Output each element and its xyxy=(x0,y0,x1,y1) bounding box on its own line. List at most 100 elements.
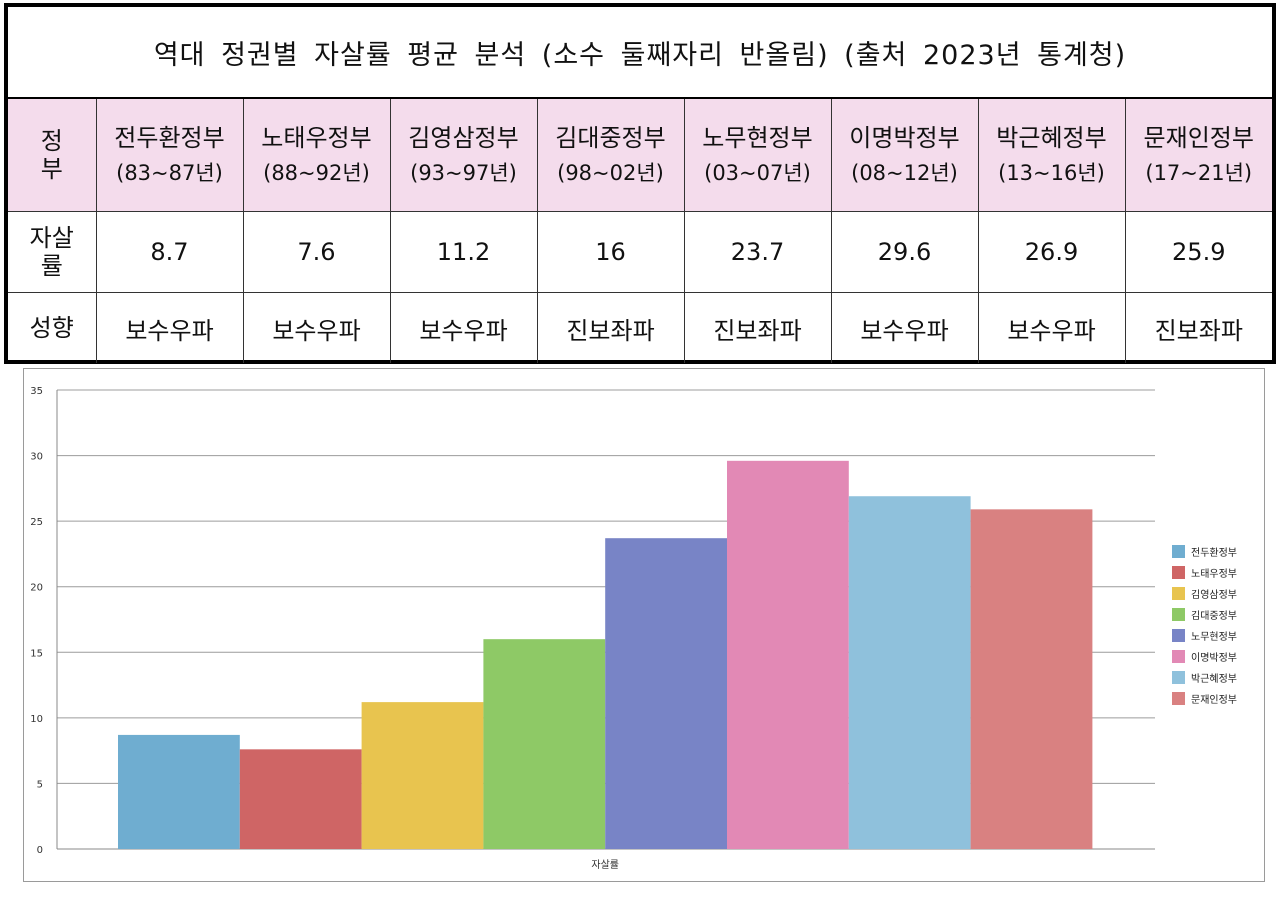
government-cell: 김대중정부 (98~02년) xyxy=(536,99,685,212)
legend-label: 김대중정부 xyxy=(1191,611,1237,622)
government-cell: 노태우정부 (88~92년) xyxy=(242,99,391,212)
row-header-line: 률 xyxy=(40,252,63,280)
legend-item: 노무현정부 xyxy=(1172,625,1262,646)
government-name: 이명박정부 xyxy=(849,124,960,152)
rate-cell: 8.7 xyxy=(95,211,244,293)
y-tick-label: 5 xyxy=(37,779,43,790)
y-tick-label: 30 xyxy=(30,452,43,463)
rate-row: 자살 률 8.7 7.6 11.2 16 23.7 29.6 26.9 25.9 xyxy=(8,211,1272,293)
government-name: 전두환정부 xyxy=(114,124,225,152)
government-years: (93~97년) xyxy=(410,161,517,185)
legend-label: 노태우정부 xyxy=(1191,569,1237,580)
leaning-value: 보수우파 xyxy=(1007,316,1096,345)
rate-value: 25.9 xyxy=(1172,238,1226,266)
government-years: (98~02년) xyxy=(557,161,664,185)
government-cell: 문재인정부 (17~21년) xyxy=(1124,99,1272,212)
legend-swatch xyxy=(1172,650,1185,663)
legend-label: 전두환정부 xyxy=(1191,548,1237,559)
row-header-line: 정 xyxy=(40,127,63,155)
government-cell: 노무현정부 (03~07년) xyxy=(683,99,832,212)
government-years: (88~92년) xyxy=(263,161,370,185)
y-tick-label: 20 xyxy=(30,583,43,594)
rate-value: 16 xyxy=(595,238,626,266)
legend-label: 박근혜정부 xyxy=(1191,674,1237,685)
rate-cell: 16 xyxy=(536,211,685,293)
government-name: 문재인정부 xyxy=(1143,124,1254,152)
government-cell: 이명박정부 (08~12년) xyxy=(830,99,979,212)
legend-item: 김영삼정부 xyxy=(1172,583,1262,604)
legend-swatch xyxy=(1172,587,1185,600)
government-cell: 박근혜정부 (13~16년) xyxy=(977,99,1126,212)
leaning-value: 보수우파 xyxy=(419,316,508,345)
legend-swatch xyxy=(1172,608,1185,621)
table-title: 역대 정권별 자살률 평균 분석 (소수 둘째자리 반올림) (출처 2023년… xyxy=(8,7,1272,99)
rate-cell: 25.9 xyxy=(1124,211,1272,293)
rate-cell: 23.7 xyxy=(683,211,832,293)
legend-item: 문재인정부 xyxy=(1172,688,1262,709)
leaning-cell: 진보좌파 xyxy=(683,292,832,363)
leaning-value: 보수우파 xyxy=(860,316,949,345)
bar-7 xyxy=(848,496,971,849)
leaning-value: 진보좌파 xyxy=(1154,316,1243,345)
leaning-cell: 보수우파 xyxy=(95,292,244,363)
legend-item: 박근혜정부 xyxy=(1172,667,1262,688)
rate-value: 8.7 xyxy=(150,238,189,266)
chart-plot: 0 5 10 15 20 25 30 35 자살률 xyxy=(30,386,1155,871)
government-name: 김영삼정부 xyxy=(408,124,519,152)
rate-value: 29.6 xyxy=(877,238,932,266)
rate-cell: 26.9 xyxy=(977,211,1126,293)
bar-5 xyxy=(605,538,727,849)
rate-value: 23.7 xyxy=(730,238,785,266)
government-name: 노무현정부 xyxy=(702,124,813,152)
legend-item: 김대중정부 xyxy=(1172,604,1262,625)
government-cell: 전두환정부 (83~87년) xyxy=(95,99,244,212)
legend-label: 이명박정부 xyxy=(1191,653,1237,664)
leaning-row-header: 성향 xyxy=(8,292,97,363)
rate-cell: 7.6 xyxy=(242,211,391,293)
leaning-cell: 진보좌파 xyxy=(1124,292,1272,363)
rate-value: 11.2 xyxy=(436,238,491,266)
y-tick-label: 25 xyxy=(30,517,43,528)
leaning-value: 진보좌파 xyxy=(713,316,802,345)
bar-chart: 0 5 10 15 20 25 30 35 자살률 전두환정부 노태우정부 김영삼정부 김대중정부 노무… xyxy=(23,368,1265,882)
leaning-value: 진보좌파 xyxy=(566,316,655,345)
bar-4 xyxy=(483,639,606,849)
leaning-cell: 보수우파 xyxy=(977,292,1126,363)
stats-table: 역대 정권별 자살률 평균 분석 (소수 둘째자리 반올림) (출처 2023년… xyxy=(4,3,1276,364)
legend-item: 전두환정부 xyxy=(1172,541,1262,562)
government-name: 김대중정부 xyxy=(555,124,666,152)
government-name: 박근혜정부 xyxy=(996,124,1107,152)
row-header-line: 부 xyxy=(40,155,63,183)
government-name: 노태우정부 xyxy=(261,124,372,152)
legend-item: 노태우정부 xyxy=(1172,562,1262,583)
row-header-line: 자살 xyxy=(29,224,74,252)
leaning-cell: 보수우파 xyxy=(242,292,391,363)
rate-cell: 11.2 xyxy=(389,211,538,293)
government-row-header: 정 부 xyxy=(8,99,97,212)
bar-6 xyxy=(727,460,849,849)
y-tick-label: 0 xyxy=(37,845,43,856)
leaning-value: 보수우파 xyxy=(272,316,361,345)
government-years: (03~07년) xyxy=(704,161,811,185)
government-years: (08~12년) xyxy=(851,161,958,185)
table-grid: 정 부 전두환정부 (83~87년) 노태우정부 (88~92년) 김영삼정부 (93… xyxy=(8,99,1272,363)
bar-3 xyxy=(361,702,484,849)
leaning-cell: 진보좌파 xyxy=(536,292,685,363)
x-category-label: 자살률 xyxy=(591,859,619,871)
bar-1 xyxy=(118,734,240,849)
leaning-cell: 보수우파 xyxy=(389,292,538,363)
government-years: (17~21년) xyxy=(1145,161,1253,185)
legend-swatch xyxy=(1172,671,1185,684)
government-years: (13~16년) xyxy=(998,161,1105,185)
legend-swatch xyxy=(1172,566,1185,579)
legend-swatch xyxy=(1172,629,1185,642)
rate-cell: 29.6 xyxy=(830,211,979,293)
legend-label: 노무현정부 xyxy=(1191,632,1237,643)
row-header-line: 성향 xyxy=(29,314,74,342)
y-tick-label: 10 xyxy=(30,714,43,725)
bar-8 xyxy=(970,509,1093,849)
legend-label: 문재인정부 xyxy=(1191,695,1237,706)
rate-row-header: 자살 률 xyxy=(8,211,97,293)
government-cell: 김영삼정부 (93~97년) xyxy=(389,99,538,212)
